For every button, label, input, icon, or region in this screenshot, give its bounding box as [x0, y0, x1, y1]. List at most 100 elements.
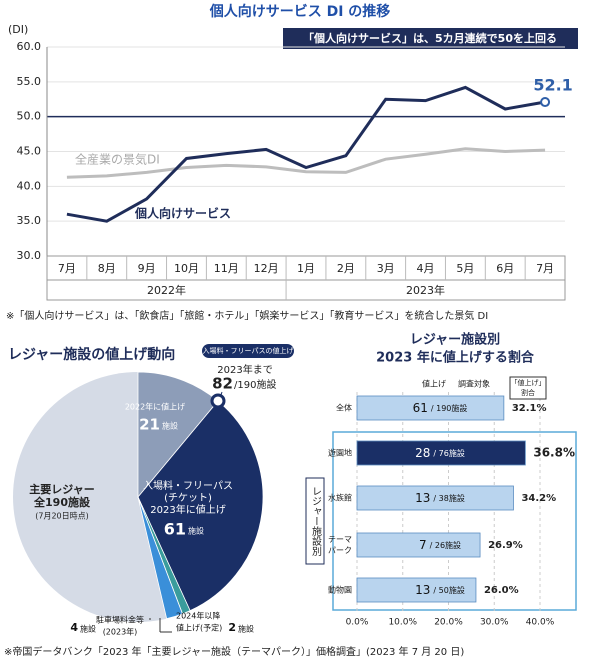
- category-label: 動物園: [328, 585, 352, 595]
- group-label-box: [305, 477, 325, 565]
- annotation-box: [283, 28, 578, 49]
- x-tick-label: 3月: [377, 262, 395, 275]
- category-label: 全体: [336, 403, 352, 413]
- bar: [356, 532, 481, 558]
- pie-slice: [137, 400, 264, 612]
- segment-label: 値上げ(予定): [176, 623, 222, 633]
- x-tick-label: 12月: [254, 262, 279, 275]
- annotation: 「個人向けサービス」は、5カ月連続で50を上回る: [303, 31, 557, 45]
- bar: [356, 485, 514, 511]
- value-label: 34.2%: [521, 493, 556, 504]
- count: 7: [419, 538, 427, 552]
- line: [66, 147, 546, 179]
- group-frame: [332, 431, 577, 611]
- callout-text: /190施設: [234, 378, 276, 391]
- series-label: 個人向けサービス: [134, 206, 231, 221]
- pie-slice: [137, 496, 183, 620]
- total-label: (7月20日時点): [35, 512, 89, 521]
- category-label: パーク: [328, 546, 352, 555]
- x-axis-band: [46, 255, 566, 301]
- x-tick-label: 9月: [138, 262, 156, 275]
- value-label: 52.1: [533, 76, 572, 95]
- rate-header: 割合: [521, 388, 535, 397]
- bar-count: 28/ 76施設: [415, 446, 465, 460]
- total: / 190施設: [431, 403, 468, 413]
- segment-value: 2: [228, 621, 236, 634]
- group-label: レジャー施設別: [310, 486, 322, 557]
- y-tick-label: 55.0: [17, 75, 42, 88]
- total: / 26施設: [430, 540, 461, 550]
- callout-count: 82: [212, 375, 233, 393]
- y-tick-label: 60.0: [17, 40, 42, 53]
- count: 28: [415, 446, 430, 460]
- x-tick-label: 1月: [297, 262, 315, 275]
- x-tick-label: 10月: [174, 262, 199, 275]
- x-tick-label: 8月: [98, 262, 116, 275]
- segment-value: 61: [164, 520, 186, 539]
- total: / 76施設: [433, 448, 464, 458]
- segment-label: (2023年): [103, 627, 138, 637]
- segment-label: 駐車場料金等: [96, 615, 144, 625]
- chart-title: 個人向けサービス DI の推移: [209, 3, 391, 20]
- bar: [356, 577, 477, 603]
- x-tick-label: 7月: [58, 262, 76, 275]
- end-marker: [540, 97, 551, 108]
- segment-label: 入場料・フリーパス: [143, 479, 233, 492]
- x-tick-label: 0.0%: [346, 618, 369, 628]
- total: / 50施設: [433, 585, 464, 595]
- total: / 38施設: [433, 493, 464, 503]
- value-label: 26.0%: [484, 585, 519, 596]
- segment-label: (チケット): [164, 492, 212, 504]
- x-tick-label: 2月: [337, 262, 355, 275]
- note: ※「個人向けサービス」は、「飲食店」「旅館・ホテル」「娯楽サービス」「教育サービ…: [6, 309, 488, 322]
- bar-count: 7/ 26施設: [419, 538, 461, 552]
- count: 13: [415, 583, 430, 597]
- rate-header-box: [509, 376, 547, 400]
- category-label: 遊園地: [328, 448, 352, 458]
- callout-text: 2023年まで: [217, 363, 272, 376]
- x-tick-label: 5月: [456, 262, 474, 275]
- count: 61: [413, 401, 428, 415]
- segment-label: 2023年に値上げ: [150, 503, 225, 516]
- x-tick-label: 30.0%: [480, 618, 509, 628]
- bar-title: レジャー施設別: [410, 332, 500, 348]
- header: 調査対象: [458, 379, 490, 389]
- x-tick-label: 10.0%: [388, 618, 417, 628]
- segment-unit: 施設: [238, 624, 254, 634]
- bar-count: 61/ 190施設: [413, 401, 468, 415]
- y-tick-label: 45.0: [17, 145, 42, 158]
- y-tick-label: 40.0: [17, 179, 42, 192]
- segment-value: 4: [70, 621, 78, 634]
- y-tick-label: 50.0: [17, 110, 42, 123]
- category-label: 水族館: [328, 493, 352, 503]
- x-tick-label: 7月: [536, 262, 554, 275]
- x-tick-label: 40.0%: [526, 618, 555, 628]
- value-label: 36.8%: [533, 446, 575, 460]
- segment-unit: 施設: [162, 421, 178, 431]
- x-tick-label: 20.0%: [434, 618, 463, 628]
- bar: [356, 440, 526, 466]
- header: 値上げ: [422, 379, 446, 389]
- value-label: 26.9%: [488, 540, 523, 551]
- y-tick-label: 30.0: [17, 249, 42, 262]
- line: [66, 85, 546, 223]
- x-tick-label: 4月: [417, 262, 435, 275]
- callout-tag: 入場料・フリーパスの値上げ: [203, 346, 294, 355]
- bar-count: 13/ 50施設: [415, 583, 465, 597]
- callout-dot: [210, 393, 226, 409]
- bar: [356, 395, 505, 421]
- year-label: 2022年: [147, 283, 186, 297]
- segment-unit: 施設: [188, 526, 204, 536]
- bar-count: 13/ 38施設: [415, 491, 465, 505]
- total-label: 全190施設: [33, 495, 91, 509]
- segment-label: 2022年に値上げ: [125, 402, 185, 412]
- segment-unit: 施設: [80, 624, 96, 634]
- note: ※帝国データバンク「2023 年「主要レジャー施設（テーマパーク）」価格調査」(…: [4, 645, 464, 658]
- pie-title: レジャー施設の値上げ動向: [8, 346, 175, 363]
- x-tick-label: 6月: [496, 262, 514, 275]
- total-label: 主要レジャー: [29, 482, 94, 496]
- callout-line: [220, 391, 223, 396]
- count: 13: [415, 491, 430, 505]
- year-label: 2023年: [406, 283, 445, 297]
